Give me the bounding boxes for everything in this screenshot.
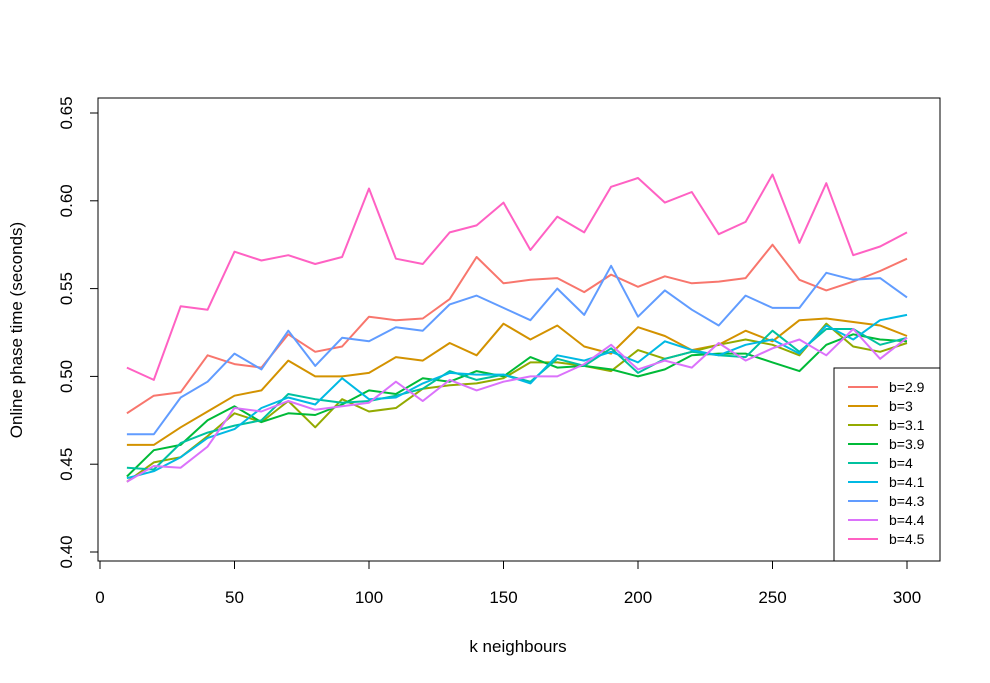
x-tick-label: 150 xyxy=(489,588,517,607)
legend-label: b=4.4 xyxy=(889,512,925,528)
legend-label: b=3.9 xyxy=(889,436,925,452)
y-tick-label: 0.40 xyxy=(57,535,76,568)
series-line-3 xyxy=(126,322,908,483)
legend-label: b=4.3 xyxy=(889,493,925,509)
y-axis: 0.40 0.45 0.50 0.55 0.60 0.65 xyxy=(57,96,99,569)
y-tick-label: 0.45 xyxy=(57,448,76,481)
legend-label: b=3 xyxy=(889,398,913,414)
series-layer xyxy=(126,173,908,483)
x-tick-label: 300 xyxy=(893,588,921,607)
x-tick-label: 0 xyxy=(95,588,104,607)
series-line-1 xyxy=(126,243,908,415)
plot-frame xyxy=(97,97,941,562)
y-tick-label: 0.55 xyxy=(57,272,76,305)
x-axis-title: k neighbours xyxy=(469,637,566,656)
y-tick-label: 0.50 xyxy=(57,360,76,393)
legend-label: b=4 xyxy=(889,455,913,471)
y-tick-label: 0.65 xyxy=(57,96,76,129)
series-line-9 xyxy=(126,173,908,381)
series-line-8 xyxy=(126,328,908,483)
legend-box xyxy=(833,367,941,562)
series-line-7 xyxy=(126,264,908,436)
legend: b=2.9 b=3 b=3.1 b=3.9 b=4 b=4.1 b=4.3 b=4.4 b=4.… xyxy=(833,367,941,562)
legend-label: b=4.1 xyxy=(889,474,925,490)
legend-label: b=2.9 xyxy=(889,379,925,395)
x-tick-label: 250 xyxy=(758,588,786,607)
x-axis: 0 50 100 150 200 250 300 xyxy=(95,560,921,607)
legend-label: b=3.1 xyxy=(889,417,925,433)
series-line-5 xyxy=(126,328,908,471)
legend-label: b=4.5 xyxy=(889,531,925,547)
y-axis-title: Online phase time (seconds) xyxy=(7,222,26,438)
x-tick-label: 100 xyxy=(355,588,383,607)
series-line-4 xyxy=(126,333,908,478)
x-tick-label: 50 xyxy=(225,588,244,607)
series-line-2 xyxy=(126,317,908,446)
x-tick-label: 200 xyxy=(624,588,652,607)
y-tick-label: 0.60 xyxy=(57,184,76,217)
series-line-6 xyxy=(126,313,908,480)
